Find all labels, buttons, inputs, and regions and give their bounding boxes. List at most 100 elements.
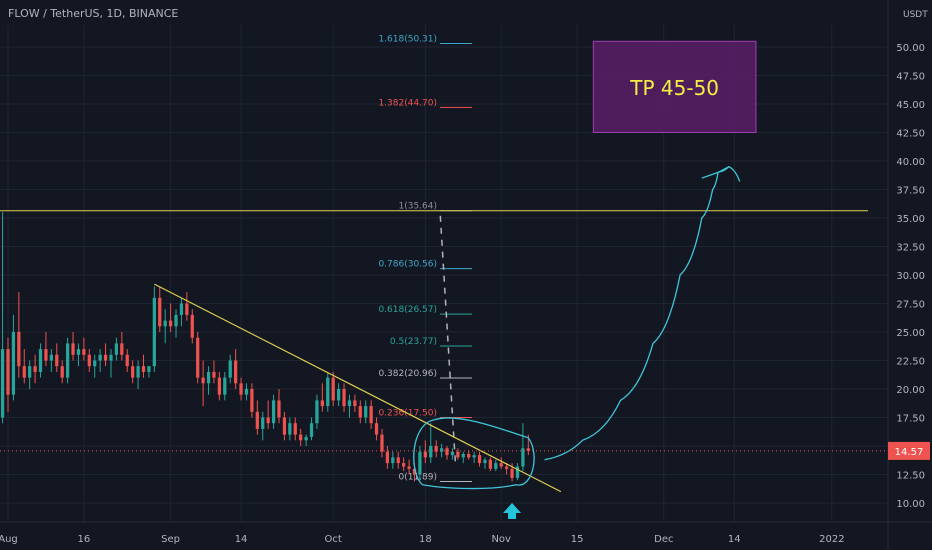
candle-body bbox=[136, 366, 140, 378]
candle-body bbox=[336, 389, 341, 401]
candle-body bbox=[510, 468, 514, 478]
descending-trendline bbox=[154, 283, 562, 493]
candle-body bbox=[6, 349, 10, 395]
candle-body bbox=[98, 354, 102, 361]
projection-arrowhead bbox=[701, 166, 730, 179]
y-tick-label: 32.50 bbox=[896, 243, 925, 254]
x-tick-label: Dec bbox=[654, 534, 673, 545]
candle-body bbox=[103, 354, 108, 361]
candle-body bbox=[87, 354, 91, 367]
fib-swing-dashed-line bbox=[439, 210, 457, 462]
candle-body bbox=[299, 434, 303, 441]
candle-body bbox=[402, 463, 406, 467]
fib-level-label: 1(35.64) bbox=[398, 202, 437, 212]
y-tick-label: 50.00 bbox=[896, 43, 925, 54]
candle-body bbox=[271, 400, 276, 424]
tp-zone-label: TP 45-50 bbox=[629, 76, 719, 100]
candle-body bbox=[33, 366, 37, 372]
candle-body bbox=[255, 411, 259, 429]
candle-body bbox=[190, 314, 194, 338]
candle-body bbox=[0, 349, 5, 418]
candle-body bbox=[38, 349, 43, 372]
candle-body bbox=[347, 400, 352, 407]
candle-body bbox=[467, 453, 471, 458]
x-tick-label: 18 bbox=[419, 534, 432, 545]
candle-body bbox=[396, 457, 400, 464]
candle-body bbox=[309, 423, 314, 437]
candle-body bbox=[326, 377, 330, 407]
trendline-stroke bbox=[154, 283, 562, 493]
up-arrow-icon bbox=[503, 503, 522, 519]
candle-body bbox=[385, 451, 390, 464]
x-tick-label: Aug bbox=[0, 534, 18, 545]
candle-body bbox=[17, 332, 21, 367]
candle-body bbox=[412, 468, 417, 475]
candle-body bbox=[131, 366, 135, 378]
candle-body bbox=[450, 451, 455, 456]
candle-body bbox=[223, 377, 227, 395]
candle-body bbox=[65, 343, 70, 378]
candle-body bbox=[22, 366, 26, 378]
y-tick-label: 12.50 bbox=[896, 471, 925, 482]
current-price-label: 14.57 bbox=[895, 447, 924, 458]
candle-body bbox=[499, 463, 503, 467]
y-tick-label: 40.00 bbox=[896, 157, 925, 168]
candle-body bbox=[407, 466, 411, 469]
chart-title: FLOW / TetherUS, 1D, BINANCE bbox=[8, 7, 178, 20]
candle-body bbox=[445, 448, 449, 456]
x-axis[interactable]: Aug 16 Sep 14 Oct 18 Nov 15 Dec 14 2022 bbox=[0, 521, 932, 545]
candle-body bbox=[228, 360, 232, 378]
projection-curve bbox=[544, 165, 741, 461]
candle-body bbox=[282, 417, 287, 435]
candle-body bbox=[380, 434, 384, 452]
candle-body bbox=[526, 448, 530, 451]
candle-body bbox=[250, 389, 254, 412]
candle-body bbox=[71, 343, 75, 355]
x-tick-label: Sep bbox=[161, 534, 180, 545]
candle-body bbox=[342, 389, 346, 407]
candle-body bbox=[49, 354, 53, 361]
candle-body bbox=[179, 303, 184, 315]
x-tick-label: 14 bbox=[235, 534, 248, 545]
candle-body bbox=[76, 349, 81, 355]
candle-body bbox=[293, 423, 297, 435]
fib-level-label: 0.618(26.57) bbox=[378, 305, 437, 315]
x-tick-label: 16 bbox=[78, 534, 91, 545]
candle-body bbox=[315, 400, 319, 424]
candle-body bbox=[11, 332, 16, 395]
candle-body bbox=[521, 448, 525, 467]
projection-path bbox=[544, 165, 741, 461]
candle-body bbox=[93, 360, 97, 367]
candle-body bbox=[358, 406, 362, 418]
x-tick-label: 15 bbox=[571, 534, 584, 545]
candle-body bbox=[174, 314, 178, 327]
candle-body bbox=[423, 451, 427, 458]
candle-body bbox=[206, 371, 211, 384]
grid-lines bbox=[0, 25, 888, 522]
candle-body bbox=[374, 423, 379, 435]
candle-body bbox=[168, 320, 173, 327]
fib-level-label: 0.382(20.96) bbox=[378, 369, 437, 379]
candle-body bbox=[472, 455, 476, 458]
fib-level-label: 0.786(30.56) bbox=[378, 260, 437, 270]
y-tick-label: 37.50 bbox=[896, 186, 925, 197]
tp-zone-box bbox=[592, 40, 757, 133]
candle-body bbox=[217, 377, 222, 395]
candle-body bbox=[288, 423, 292, 435]
candle-body bbox=[147, 366, 151, 372]
consolidation-circle bbox=[413, 417, 535, 490]
y-tick-label: 25.00 bbox=[896, 328, 925, 339]
candle-body bbox=[353, 400, 357, 407]
candle-body bbox=[163, 320, 167, 327]
y-axis[interactable]: 10.0012.5015.0017.5020.0022.5025.0027.50… bbox=[887, 0, 925, 550]
candle-body bbox=[196, 337, 200, 378]
y-tick-label: 17.50 bbox=[896, 414, 925, 425]
current-price-box bbox=[888, 441, 930, 460]
candle-body bbox=[201, 377, 205, 384]
candle-body bbox=[429, 446, 433, 458]
x-tick-label: 2022 bbox=[819, 534, 844, 545]
candle-body bbox=[461, 453, 465, 458]
candles bbox=[0, 212, 530, 482]
candle-body bbox=[212, 371, 216, 378]
